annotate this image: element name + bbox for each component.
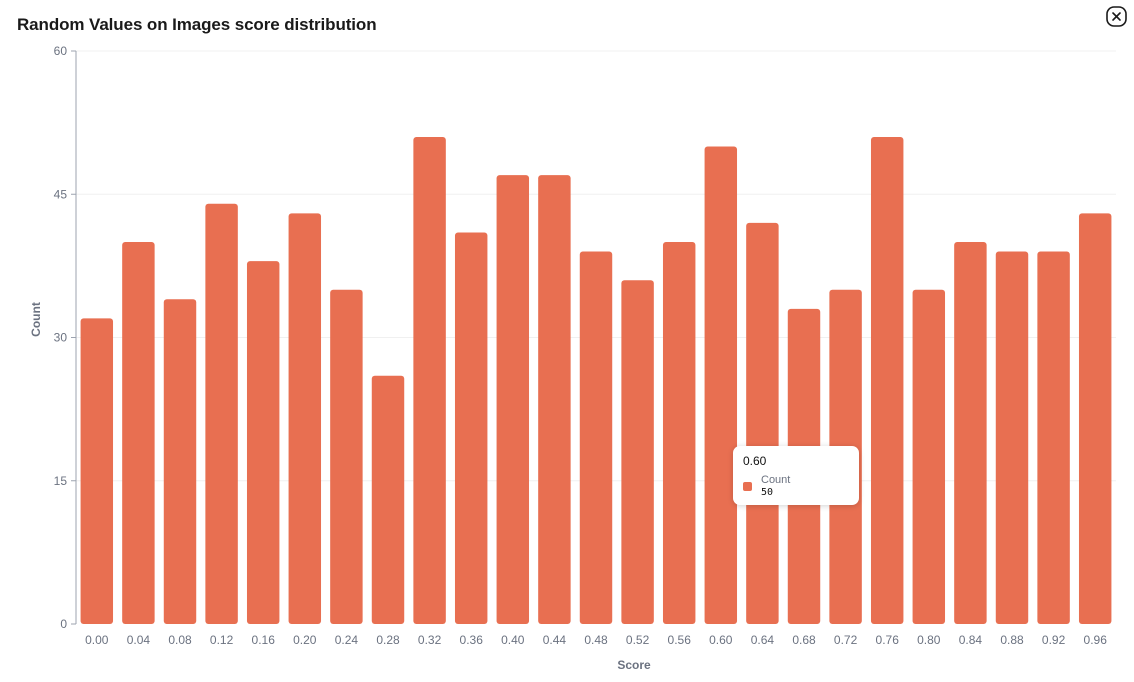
x-tick-label: 0.76 (876, 633, 900, 647)
bar (371, 375, 405, 624)
bar (621, 280, 654, 624)
bar (80, 318, 114, 624)
x-tick-label: 0.60 (709, 633, 733, 647)
bar (662, 242, 696, 624)
bar (954, 242, 987, 624)
tooltip-category: 0.60 (743, 454, 767, 468)
y-tick-label: 60 (54, 44, 68, 58)
bar (288, 213, 322, 624)
bar (995, 251, 1029, 625)
x-tick-label: 0.08 (168, 633, 192, 647)
x-tick-label: 0.92 (1042, 633, 1066, 647)
chart-tooltip: 0.60 Count 50 (733, 446, 859, 505)
x-tick-label: 0.84 (959, 633, 983, 647)
x-tick-label: 0.44 (543, 633, 567, 647)
bar (330, 289, 363, 624)
x-tick-label: 0.12 (210, 633, 234, 647)
x-tick-label: 0.80 (917, 633, 941, 647)
x-tick-label: 0.28 (376, 633, 400, 647)
x-tick-label: 0.48 (584, 633, 608, 647)
close-icon[interactable] (1106, 6, 1127, 27)
bar (163, 299, 197, 624)
x-tick-label: 0.88 (1000, 633, 1024, 647)
x-tick-label: 0.52 (626, 633, 650, 647)
bar (1037, 251, 1070, 625)
x-tick-label: 0.40 (501, 633, 525, 647)
bar (746, 222, 779, 624)
x-tick-label: 0.72 (834, 633, 858, 647)
bar (496, 175, 530, 624)
bar (870, 136, 904, 624)
chart-title: Random Values on Images score distributi… (17, 15, 377, 34)
bar (122, 242, 155, 624)
x-tick-label: 0.20 (293, 633, 317, 647)
x-tick-label: 0.96 (1084, 633, 1108, 647)
x-tick-label: 0.56 (668, 633, 692, 647)
x-tick-label: 0.64 (751, 633, 775, 647)
x-tick-label: 0.68 (792, 633, 816, 647)
bar (205, 203, 238, 625)
y-tick-label: 45 (54, 187, 68, 201)
x-tick-label: 0.16 (252, 633, 276, 647)
x-tick-label: 0.32 (418, 633, 442, 647)
x-tick-label: 0.04 (127, 633, 151, 647)
tooltip-series-label: Count (761, 474, 791, 486)
bar (579, 251, 613, 625)
tooltip-swatch (743, 482, 752, 491)
bar (538, 175, 571, 624)
tooltip-value: 50 (761, 487, 774, 498)
y-tick-label: 15 (54, 474, 68, 488)
x-tick-label: 0.00 (85, 633, 109, 647)
y-axis-title: Count (29, 302, 43, 337)
bar (413, 136, 446, 624)
bar (704, 146, 738, 624)
y-tick-label: 30 (54, 331, 68, 345)
y-tick-label: 0 (60, 617, 67, 631)
bar (454, 232, 488, 624)
x-axis-title: Score (617, 658, 651, 672)
x-tick-label: 0.36 (460, 633, 484, 647)
bar (912, 289, 946, 624)
bar (246, 261, 280, 624)
x-tick-label: 0.24 (335, 633, 359, 647)
bar (1078, 213, 1112, 624)
